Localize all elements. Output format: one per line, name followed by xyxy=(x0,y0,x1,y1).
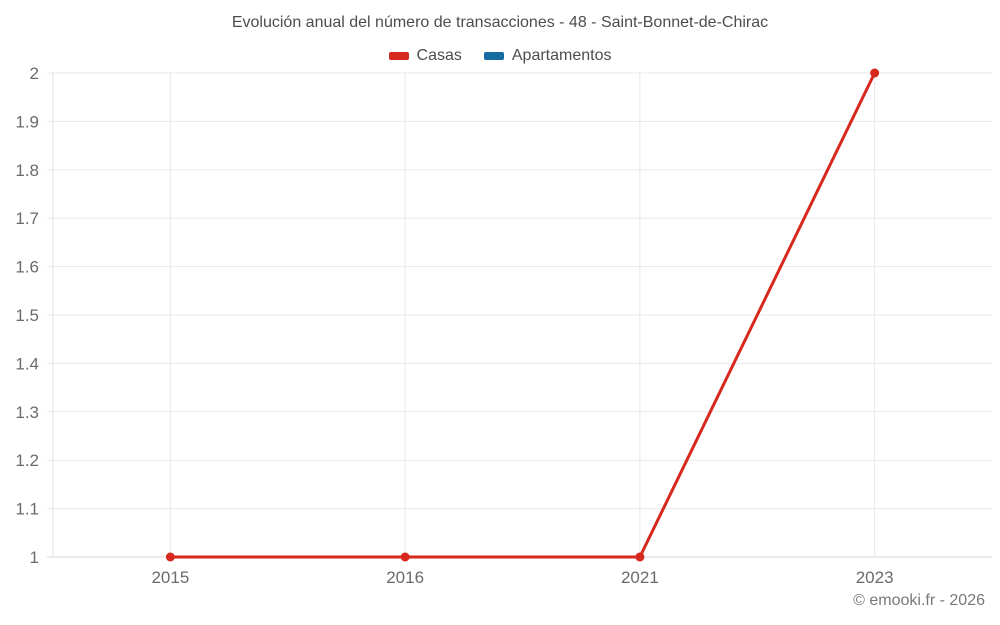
legend-swatch-apartamentos-icon xyxy=(483,52,504,60)
y-tick-label: 1.2 xyxy=(15,451,39,470)
legend: Casas Apartamentos xyxy=(0,46,1000,66)
y-tick-label: 1.1 xyxy=(15,500,39,519)
chart-title: Evolución anual del número de transaccio… xyxy=(231,14,769,31)
x-tick-label: 2016 xyxy=(386,568,424,587)
y-tick-label: 1 xyxy=(30,548,39,567)
data-point-casas[interactable] xyxy=(165,552,175,562)
x-tick-label: 2015 xyxy=(151,568,189,587)
y-tick-label: 2 xyxy=(30,64,39,83)
y-tick-label: 1.7 xyxy=(15,209,39,228)
data-point-casas[interactable] xyxy=(870,68,880,78)
x-tick-label: 2021 xyxy=(621,568,659,587)
legend-item-apartamentos: Apartamentos xyxy=(483,47,612,65)
y-tick-label: 1.6 xyxy=(15,258,39,277)
y-tick-label: 1.5 xyxy=(15,306,39,325)
legend-label-apartamentos: Apartamentos xyxy=(511,47,612,64)
y-tick-label: 1.3 xyxy=(15,403,39,422)
y-tick-label: 1.4 xyxy=(15,354,39,373)
legend-item-casas: Casas xyxy=(388,47,462,65)
copyright-footer: © emooki.fr - 2026 xyxy=(853,592,985,609)
series-line-casas xyxy=(168,71,877,559)
legend-label-casas: Casas xyxy=(416,47,462,64)
data-point-casas[interactable] xyxy=(635,552,645,562)
y-tick-label: 1.8 xyxy=(15,161,39,180)
data-point-casas[interactable] xyxy=(400,552,410,562)
x-tick-label: 2023 xyxy=(856,568,894,587)
y-tick-label: 1.9 xyxy=(15,112,39,131)
legend-swatch-casas-icon xyxy=(388,52,409,60)
